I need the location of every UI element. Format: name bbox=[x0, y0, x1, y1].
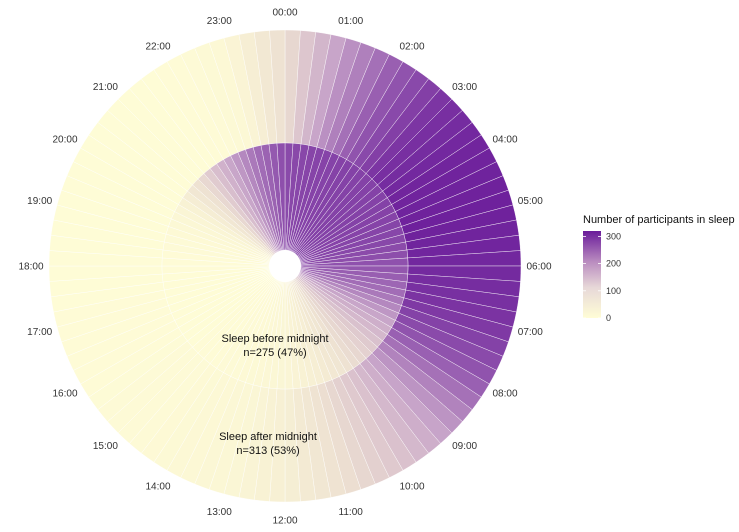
color-legend: Number of participants in sleep 0 100 200 3… bbox=[583, 214, 735, 323]
hour-label-17: 17:00 bbox=[27, 327, 52, 338]
hour-label-05: 05:00 bbox=[518, 196, 543, 207]
hour-label-14: 14:00 bbox=[145, 482, 170, 493]
hour-label-18: 18:00 bbox=[18, 262, 43, 273]
hour-label-02: 02:00 bbox=[399, 42, 424, 53]
outer-ring-count: n=313 (53%) bbox=[236, 445, 299, 457]
inner-ring-count: n=275 (47%) bbox=[243, 347, 306, 359]
hour-label-04: 04:00 bbox=[492, 135, 517, 146]
hour-label-13: 13:00 bbox=[207, 507, 232, 518]
hour-label-20: 20:00 bbox=[52, 135, 77, 146]
legend-color-bar bbox=[583, 231, 601, 318]
hour-label-03: 03:00 bbox=[452, 82, 477, 93]
hour-label-11: 11:00 bbox=[339, 507, 364, 518]
ring-sleep-after-midnight bbox=[48, 29, 522, 503]
hour-label-16: 16:00 bbox=[52, 389, 77, 400]
hour-label-08: 08:00 bbox=[492, 389, 517, 400]
hour-label-12: 12:00 bbox=[272, 516, 297, 527]
hour-label-10: 10:00 bbox=[399, 482, 424, 493]
legend-tick-label-300: 300 bbox=[606, 231, 621, 241]
hour-label-01: 01:00 bbox=[338, 16, 363, 27]
hour-label-15: 15:00 bbox=[93, 441, 118, 452]
hour-label-06: 06:00 bbox=[526, 262, 551, 273]
outer-ring-title: Sleep after midnight bbox=[219, 431, 317, 443]
hour-label-22: 22:00 bbox=[145, 42, 170, 53]
before-midnight-segment-23-3 bbox=[276, 142, 286, 251]
ring-sleep-before-midnight bbox=[161, 142, 409, 390]
legend-tick-label-200: 200 bbox=[606, 259, 621, 269]
legend-ticks: 0 100 200 300 bbox=[583, 231, 621, 323]
legend-tick-label-100: 100 bbox=[606, 286, 621, 296]
hour-label-00: 00:00 bbox=[272, 8, 297, 19]
hour-label-21: 21:00 bbox=[93, 82, 118, 93]
hour-label-07: 07:00 bbox=[518, 327, 543, 338]
legend-tick-label-0: 0 bbox=[606, 313, 611, 323]
hour-label-09: 09:00 bbox=[452, 441, 477, 452]
inner-ring-title: Sleep before midnight bbox=[221, 333, 328, 345]
hour-label-19: 19:00 bbox=[27, 196, 52, 207]
hour-labels: 00:00 01:00 02:00 03:00 04:00 05:00 06:00 07:00… bbox=[18, 8, 551, 527]
legend-title: Number of participants in sleep bbox=[583, 214, 735, 226]
hour-label-23: 23:00 bbox=[207, 16, 232, 27]
